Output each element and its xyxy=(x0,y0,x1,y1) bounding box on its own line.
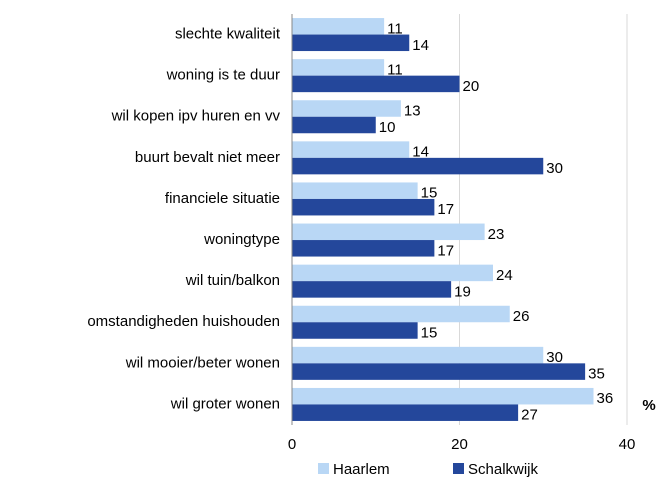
value-label: 15 xyxy=(421,185,438,202)
y-tick-label: woning is te duur xyxy=(166,67,280,84)
value-label: 15 xyxy=(421,324,438,341)
y-tick-label: slechte kwaliteit xyxy=(175,26,281,43)
value-label: 10 xyxy=(379,119,396,136)
bar xyxy=(292,387,594,405)
y-tick-label: buurt bevalt niet meer xyxy=(135,149,280,166)
bar xyxy=(292,264,493,282)
bar xyxy=(292,59,385,76)
legend-swatch xyxy=(453,463,464,474)
value-label: 30 xyxy=(546,349,563,366)
legend-label: Haarlem xyxy=(333,461,390,478)
value-label: 11 xyxy=(387,20,403,37)
bar xyxy=(292,34,410,52)
bar xyxy=(292,346,544,364)
value-label: 27 xyxy=(521,407,538,424)
x-tick-label: 40 xyxy=(619,436,636,453)
value-label: 35 xyxy=(588,366,605,383)
value-label: 14 xyxy=(412,37,429,54)
legend-swatch xyxy=(318,463,329,474)
bar xyxy=(292,182,418,199)
value-label: 24 xyxy=(496,267,513,284)
bar xyxy=(292,281,452,298)
value-label: 30 xyxy=(546,160,563,177)
x-axis-label: % xyxy=(642,397,655,414)
x-tick-label: 0 xyxy=(288,436,296,453)
y-tick-label: financiele situatie xyxy=(165,190,280,207)
bar xyxy=(292,363,586,380)
y-tick-label: omstandigheden huishouden xyxy=(87,313,280,330)
bar xyxy=(292,305,510,323)
bar xyxy=(292,322,418,339)
y-tick-label: woningtype xyxy=(203,231,280,248)
value-label: 20 xyxy=(463,78,480,95)
bar xyxy=(292,157,544,175)
y-tick-label: wil mooier/beter wonen xyxy=(125,354,280,371)
bar xyxy=(292,75,460,93)
value-label: 13 xyxy=(404,102,421,119)
value-label: 14 xyxy=(412,144,429,161)
x-tick-label: 20 xyxy=(451,436,468,453)
value-label: 11 xyxy=(387,61,403,78)
bar xyxy=(292,223,485,241)
y-tick-label: wil tuin/balkon xyxy=(185,272,280,289)
legend-label: Schalkwijk xyxy=(468,461,539,478)
value-label: 17 xyxy=(437,201,454,218)
bar xyxy=(292,116,376,134)
bar xyxy=(292,198,435,216)
value-label: 17 xyxy=(437,242,454,259)
bar xyxy=(292,100,401,117)
bar xyxy=(292,240,435,257)
y-tick-label: wil groter wonen xyxy=(170,395,280,412)
value-label: 26 xyxy=(513,308,530,325)
value-label: 36 xyxy=(597,390,614,407)
bar xyxy=(292,141,410,158)
value-label: 19 xyxy=(454,283,471,300)
y-tick-label: wil kopen ipv huren en vv xyxy=(111,108,281,125)
value-label: 23 xyxy=(488,226,505,243)
bar xyxy=(292,18,385,35)
bar xyxy=(292,404,519,421)
